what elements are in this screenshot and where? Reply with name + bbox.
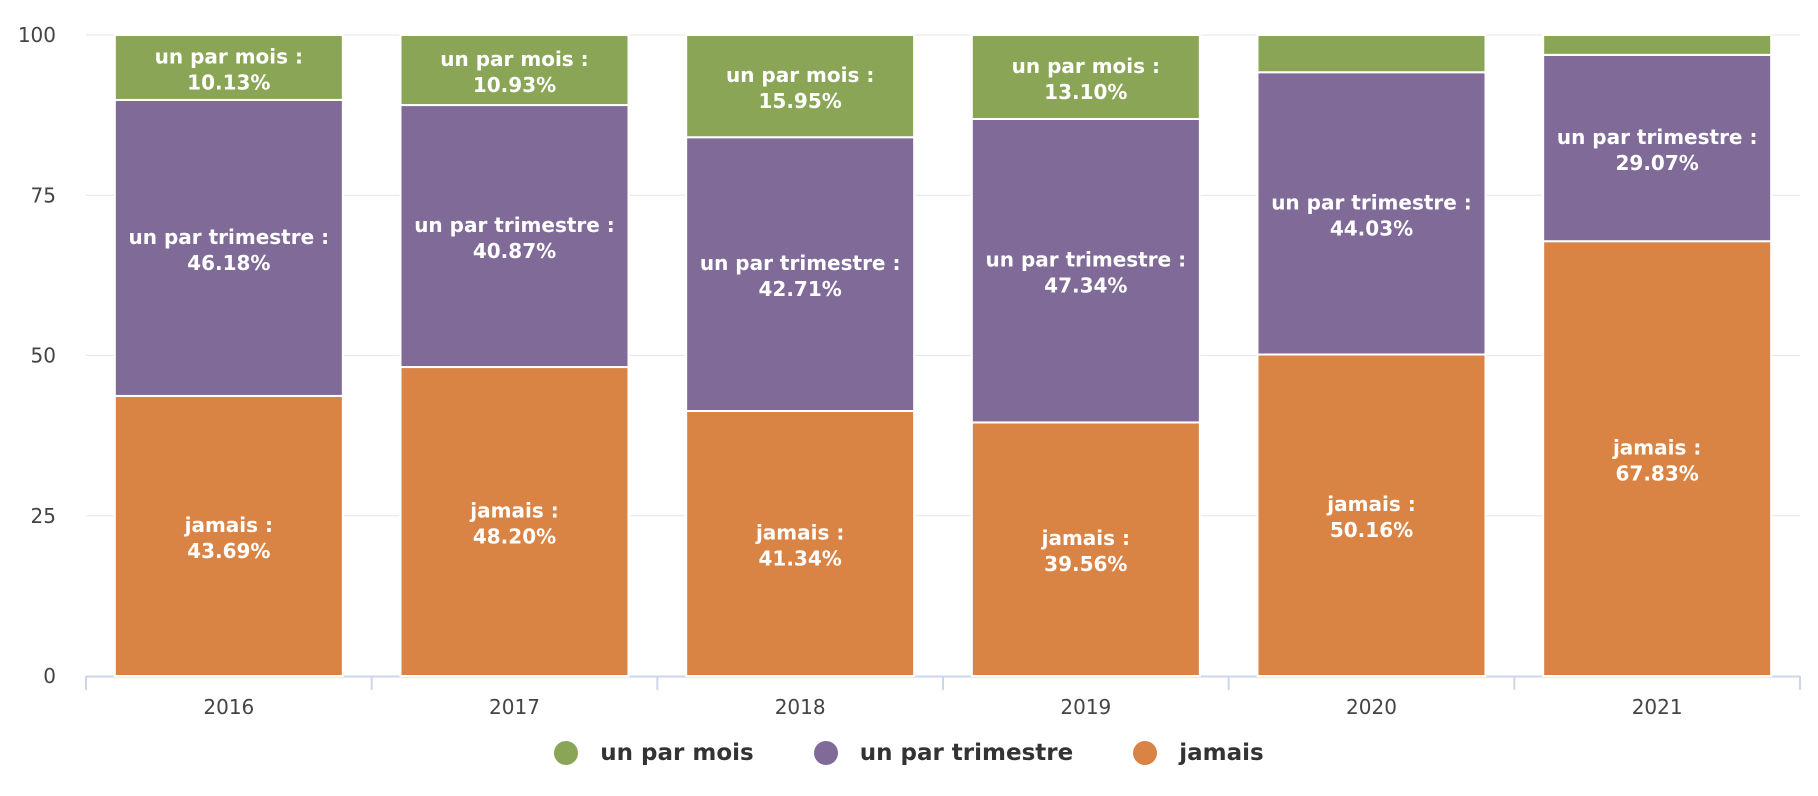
data-label: 43.69%: [187, 539, 270, 563]
data-label: 15.95%: [759, 89, 842, 113]
bar-segment: [399, 104, 630, 369]
bar-segment: [1542, 34, 1773, 56]
legend-label-un-par-trimestre: un par trimestre: [859, 740, 1074, 766]
x-tick-label: 2018: [775, 695, 826, 719]
bar-segment: [685, 34, 916, 139]
data-label: 39.56%: [1044, 552, 1127, 576]
data-label: 48.20%: [473, 525, 556, 549]
data-label: 10.13%: [187, 70, 270, 94]
bar-segment: [1256, 34, 1487, 74]
legend-marker-un-par-trimestre: [813, 741, 838, 765]
data-label: un par mois :: [1012, 54, 1160, 78]
data-label: un par trimestre :: [1557, 125, 1758, 149]
x-tick-label: 2016: [203, 695, 254, 719]
bar-segment: [970, 421, 1201, 678]
bar-segment: [113, 34, 344, 101]
data-label: un par trimestre :: [986, 248, 1187, 272]
bar-segment: [113, 394, 344, 677]
x-tick-label: 2017: [489, 695, 540, 719]
data-label: 47.34%: [1044, 274, 1127, 298]
data-label: 10.93%: [473, 73, 556, 97]
bar-segment: [399, 34, 630, 107]
bar-segment: [1256, 353, 1487, 677]
legend-item-jamais[interactable]: jamais: [1133, 740, 1264, 766]
legend-item-un-par-mois[interactable]: un par mois: [554, 740, 754, 766]
bar-segment: [970, 34, 1201, 120]
legend-label-un-par-mois: un par mois: [600, 740, 754, 766]
bar-segment: [1256, 71, 1487, 356]
data-label: 41.34%: [759, 547, 842, 571]
legend: un par mois un par trimestre jamais: [0, 740, 1818, 766]
data-label: 13.10%: [1044, 80, 1127, 104]
data-label: 67.83%: [1616, 462, 1699, 486]
data-label: jamais :: [1612, 436, 1701, 460]
data-label: un par mois :: [440, 47, 588, 71]
legend-marker-un-par-mois: [554, 741, 579, 765]
data-label: 50.16%: [1330, 518, 1413, 542]
data-label: 29.07%: [1616, 151, 1699, 175]
data-label: 44.03%: [1330, 216, 1413, 240]
data-label: jamais :: [755, 521, 844, 545]
bar-segment: [113, 98, 344, 397]
bar-segment: [1542, 240, 1773, 678]
bar-segment: [1542, 53, 1773, 243]
data-label: jamais :: [1326, 492, 1415, 516]
data-label: un par trimestre :: [700, 251, 901, 275]
data-label: un par trimestre :: [1271, 190, 1472, 214]
data-label: un par mois :: [726, 63, 874, 87]
x-tick-label: 2021: [1632, 695, 1683, 719]
x-tick-label: 2019: [1060, 695, 1111, 719]
data-label: un par trimestre :: [414, 213, 615, 237]
data-label: jamais :: [469, 499, 558, 523]
data-label: jamais :: [1041, 526, 1130, 550]
y-tick-label: 100: [18, 23, 56, 47]
legend-marker-jamais: [1133, 741, 1158, 765]
data-label: un par trimestre :: [129, 225, 330, 249]
y-tick-label: 75: [31, 183, 56, 207]
data-label: 40.87%: [473, 239, 556, 263]
x-tick-label: 2020: [1346, 695, 1397, 719]
data-label: un par mois :: [155, 44, 303, 68]
legend-item-un-par-trimestre[interactable]: un par trimestre: [813, 740, 1074, 766]
legend-label-jamais: jamais: [1179, 740, 1264, 766]
y-tick-label: 50: [31, 344, 56, 368]
data-label: 46.18%: [187, 251, 270, 275]
y-tick-label: 0: [43, 664, 56, 688]
data-label: jamais :: [184, 513, 273, 537]
bar-segment: [970, 117, 1201, 424]
bar-segment: [685, 410, 916, 677]
y-tick-label: 25: [31, 504, 56, 528]
data-label: 42.71%: [759, 277, 842, 301]
bar-segment: [685, 136, 916, 413]
